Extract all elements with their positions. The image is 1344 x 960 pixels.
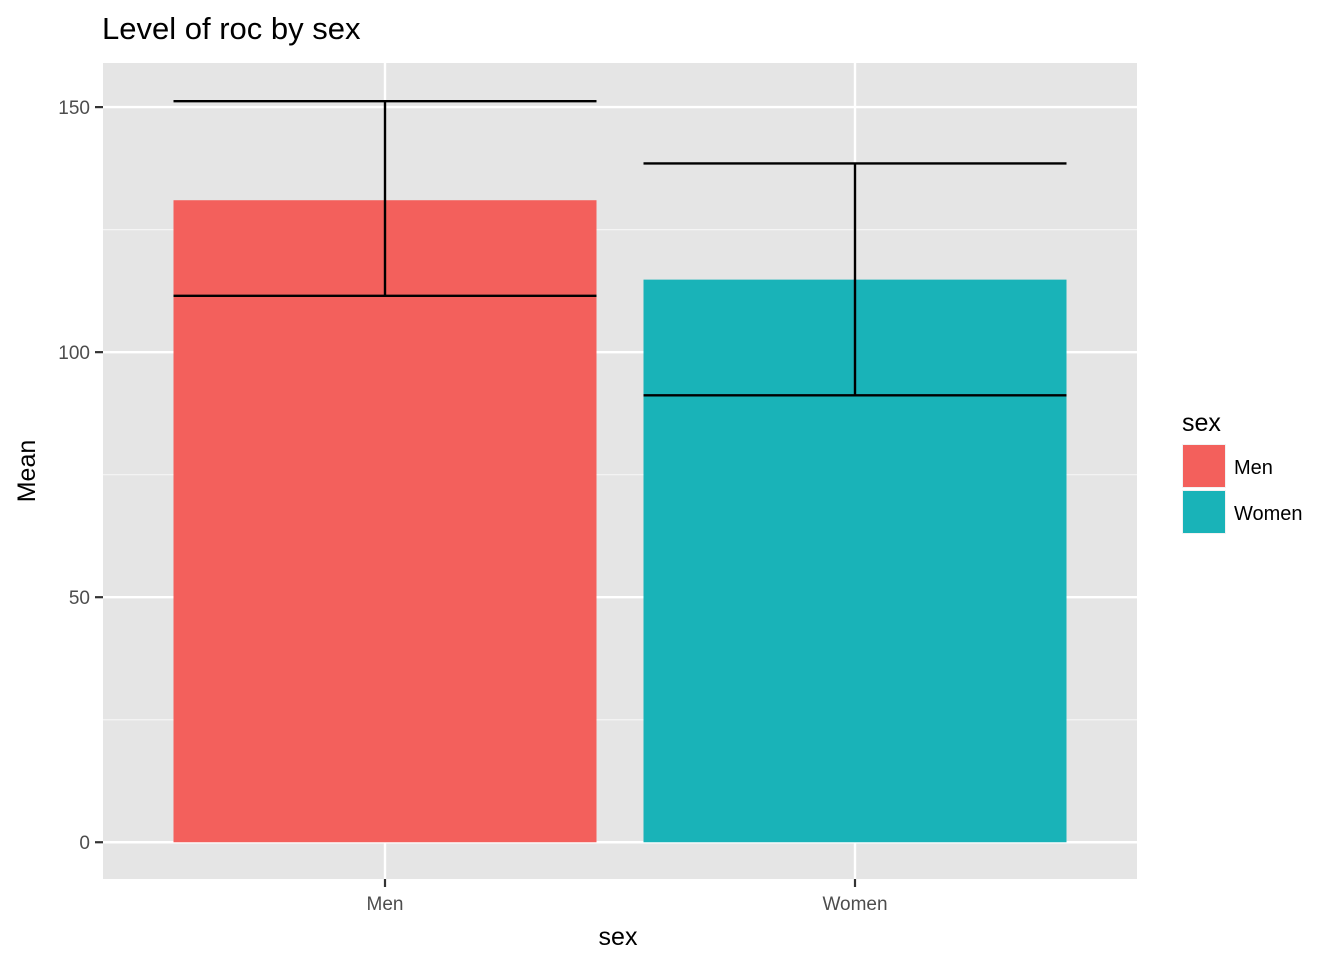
legend-items: Men Women	[1182, 444, 1303, 534]
y-tick-label: 150	[58, 98, 90, 119]
y-tick-label: 0	[79, 833, 90, 854]
legend-swatch	[1183, 491, 1225, 533]
x-tick-label: Women	[822, 894, 887, 915]
y-tick-label: 100	[58, 343, 90, 364]
x-axis: Men Women	[367, 879, 888, 915]
legend-item-men: Men	[1182, 444, 1273, 488]
legend-label: Women	[1234, 503, 1303, 525]
y-axis-title: Mean	[13, 440, 41, 503]
error-bars	[173, 100, 1067, 397]
x-tick-label: Men	[367, 894, 404, 915]
legend-label: Men	[1234, 457, 1273, 479]
error-bar-men	[173, 100, 597, 297]
legend-swatch	[1183, 445, 1225, 487]
bar-men	[173, 200, 597, 843]
chart-title: Level of roc by sex	[102, 11, 361, 46]
legend-title: sex	[1182, 409, 1221, 437]
x-axis-title: sex	[599, 923, 638, 951]
y-axis: 0 50 100 150	[58, 98, 103, 854]
legend: sex Men Women	[1182, 409, 1303, 534]
error-bar-women	[643, 162, 1067, 397]
y-tick-label: 50	[69, 588, 90, 609]
legend-item-women: Women	[1182, 490, 1303, 534]
